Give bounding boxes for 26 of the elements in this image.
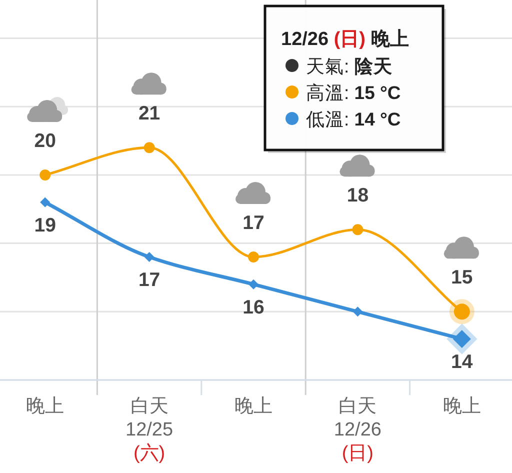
data-label: 17 xyxy=(138,268,160,291)
annotation: 12/26 (日) 晚上 xyxy=(281,28,409,50)
annotation: 低溫: 14 °C xyxy=(306,108,401,130)
data-label: 16 xyxy=(242,296,264,318)
point xyxy=(352,306,363,317)
data-label: 19 xyxy=(34,214,56,236)
point xyxy=(40,197,50,208)
x-tick-label: 白天 12/26 (日) xyxy=(334,396,382,464)
point xyxy=(248,279,258,290)
annotation: 高溫: 15 °C xyxy=(306,82,401,103)
point xyxy=(352,224,364,236)
data-label: 15 xyxy=(451,266,473,289)
data-label: 21 xyxy=(138,102,160,125)
point xyxy=(144,142,155,154)
x-tick-label: 晚上 xyxy=(442,396,481,417)
point xyxy=(248,251,259,262)
data-label: 20 xyxy=(34,130,56,152)
x-tick-label: 晚上 xyxy=(26,396,64,417)
point xyxy=(144,252,154,262)
x-tick-label: 白天 12/25 (六) xyxy=(126,396,174,464)
annotation: 天氣: 陰天 xyxy=(306,56,392,76)
data-label: 18 xyxy=(346,184,369,207)
data-label: 14 xyxy=(451,350,473,373)
point xyxy=(40,169,51,180)
x-tick-label: 晚上 xyxy=(234,396,272,417)
data-label: 17 xyxy=(242,212,264,234)
